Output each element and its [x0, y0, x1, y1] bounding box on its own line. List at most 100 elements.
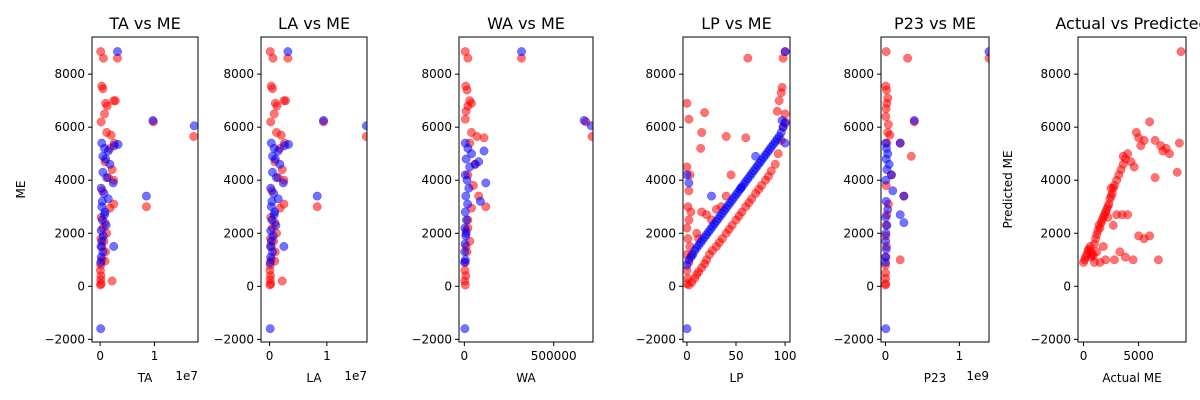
data-point — [741, 133, 751, 143]
data-point — [683, 234, 693, 244]
data-point — [141, 202, 151, 212]
data-point — [1117, 210, 1127, 220]
scatter-panel: LA vs ME −2000 0 2000 4000 6000 8000 0 1LA 1e7 — [213, 14, 368, 385]
x-offset-label: 1e7 — [175, 369, 198, 383]
data-point — [481, 178, 491, 188]
data-point — [778, 122, 788, 132]
data-point — [319, 116, 328, 125]
panel-title: TA vs ME — [108, 14, 180, 33]
data-point — [189, 132, 198, 141]
data-point — [881, 47, 891, 57]
data-point — [881, 236, 891, 246]
data-point — [460, 114, 470, 124]
data-point — [909, 116, 919, 125]
data-point — [461, 191, 471, 201]
y-tick-label: 8000 — [54, 67, 85, 81]
data-point — [275, 159, 285, 169]
points-group — [265, 47, 367, 334]
y-tick-label: 8000 — [421, 67, 452, 81]
scatter-panel: WA vs ME −2000 0 2000 4000 6000 8000 0 500000 WA — [411, 14, 594, 385]
y-tick-label: 2000 — [421, 226, 452, 240]
data-point — [271, 220, 281, 230]
data-point — [464, 183, 474, 193]
data-point — [881, 212, 891, 222]
x-tick-label: 500000 — [531, 349, 577, 363]
data-point — [279, 242, 289, 251]
y-tick-label: 6000 — [54, 120, 85, 134]
y-tick-label: 4000 — [421, 173, 452, 187]
axes-frame — [91, 36, 199, 343]
data-point — [462, 215, 471, 225]
x-axis-label: WA — [516, 371, 536, 385]
data-point — [683, 170, 692, 180]
data-point — [100, 109, 109, 119]
data-point — [1098, 242, 1108, 251]
data-point — [882, 220, 892, 230]
data-point — [265, 257, 275, 267]
data-point — [95, 280, 105, 290]
x-tick-label: 50 — [728, 349, 743, 363]
y-tick-label: 6000 — [843, 120, 874, 134]
data-point — [278, 178, 288, 188]
data-point — [265, 280, 275, 290]
y-tick-label: 2000 — [1040, 226, 1071, 240]
data-point — [696, 143, 706, 153]
data-point — [1139, 135, 1149, 145]
data-point — [886, 170, 896, 180]
y-tick-label: 2000 — [645, 226, 676, 240]
data-point — [98, 84, 108, 94]
data-point — [276, 130, 286, 140]
data-point — [467, 149, 476, 159]
data-point — [881, 324, 891, 334]
data-point — [284, 139, 293, 149]
data-point — [460, 280, 470, 290]
data-point — [1128, 255, 1138, 265]
scatter-panel: P23 vs ME −2000 0 2000 4000 6000 8000 0 1 P23 1e9 — [833, 14, 990, 385]
data-point — [881, 104, 891, 114]
y-tick-label: −2000 — [213, 332, 254, 346]
data-point — [1150, 135, 1160, 145]
scatter-panel: Actual vs Predicted −2000 0 2000 4000 6000 800… — [1001, 14, 1200, 385]
data-point — [460, 207, 470, 217]
data-point — [770, 159, 780, 169]
data-point — [707, 191, 716, 201]
data-point — [479, 146, 489, 156]
data-point — [269, 109, 279, 119]
data-point — [683, 223, 692, 233]
data-point — [881, 175, 891, 185]
x-tick-label: 0 — [1080, 349, 1088, 363]
y-tick-label: −2000 — [833, 332, 874, 346]
data-point — [736, 183, 746, 193]
data-point — [463, 199, 473, 209]
data-point — [461, 154, 471, 164]
data-point — [481, 202, 491, 212]
x-tick-label: 100 — [774, 349, 797, 363]
data-point — [743, 53, 753, 63]
data-point — [475, 196, 485, 206]
data-point — [881, 257, 890, 267]
x-tick-label: 1 — [956, 349, 964, 363]
x-axis-label: P23 — [924, 371, 947, 385]
y-tick-label: 0 — [444, 279, 452, 293]
x-tick-label: 1 — [323, 349, 331, 363]
y-tick-label: 0 — [866, 279, 874, 293]
data-point — [726, 170, 736, 180]
data-point — [474, 157, 484, 167]
x-axis-label: LP — [730, 371, 744, 385]
data-point — [96, 257, 106, 267]
data-point — [266, 117, 276, 127]
data-point — [1129, 162, 1139, 172]
data-point — [1108, 220, 1118, 230]
data-point — [684, 114, 694, 124]
y-tick-label: 0 — [668, 279, 676, 293]
data-point — [885, 130, 895, 140]
data-point — [281, 96, 291, 106]
data-point — [312, 202, 322, 212]
data-point — [1165, 149, 1174, 159]
data-point — [465, 162, 475, 172]
data-point — [1172, 167, 1182, 177]
data-point — [881, 112, 891, 122]
data-point — [1153, 255, 1163, 265]
data-point — [460, 324, 470, 334]
